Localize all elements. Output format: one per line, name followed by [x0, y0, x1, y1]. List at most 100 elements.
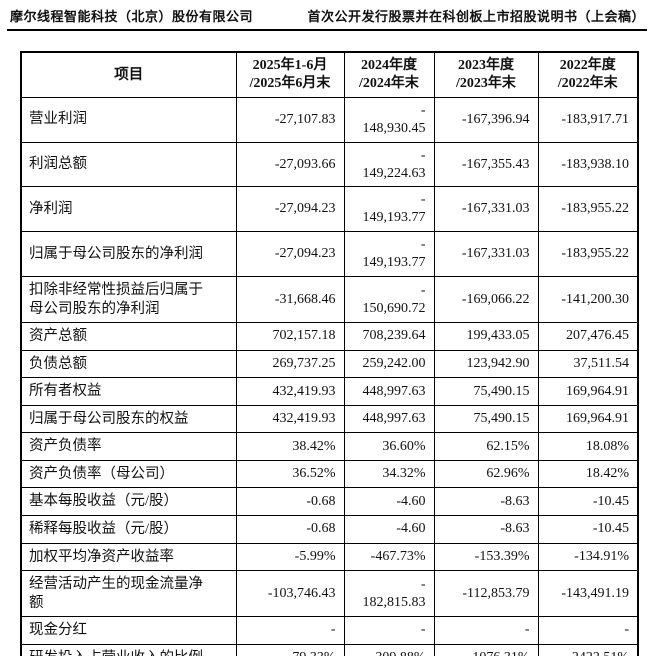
- table-row: 扣除非经常性损益后归属于 母公司股东的净利润 -31,668.46- 150,69…: [20, 276, 639, 324]
- row-label: 现金分红: [20, 616, 237, 645]
- cell-value: -8.63: [433, 487, 539, 516]
- cell-value: -103,746.43: [235, 570, 345, 618]
- cell-value: -112,853.79: [433, 570, 539, 618]
- row-label: 基本每股收益（元/股）: [20, 487, 237, 516]
- cell-value: -10.45: [537, 514, 639, 544]
- cell-value: 207,476.45: [537, 322, 639, 351]
- cell-value: -: [343, 616, 435, 645]
- table-row: 净利润 -27,094.23- 149,193.77 -167,331.03 -183…: [20, 186, 639, 233]
- cell-value: 432,419.93: [235, 377, 345, 406]
- cell-value: 259,242.00: [343, 349, 435, 379]
- cell-value: -183,917.71: [537, 96, 639, 143]
- header-cell-item: 项目: [20, 51, 237, 98]
- cell-value: 2422.51%: [537, 643, 639, 656]
- cell-value: 123,942.90: [433, 349, 539, 379]
- cell-value: 79.33%: [235, 643, 345, 656]
- row-label: 资产总额: [20, 322, 237, 351]
- cell-value: - 148,930.45: [343, 96, 435, 143]
- table-row: 资产总额 702,157.18 708,239.64 199,433.05 207,47…: [20, 322, 639, 351]
- cell-value: -4.60: [343, 514, 435, 544]
- cell-value: -153.39%: [433, 542, 539, 572]
- cell-value: 62.96%: [433, 459, 539, 489]
- row-label: 资产负债率: [20, 432, 237, 461]
- cell-value: 38.42%: [235, 432, 345, 461]
- table-row: 营业利润 -27,107.83- 148,930.45 -167,396.94 -18…: [20, 96, 639, 143]
- cell-value: -0.68: [235, 514, 345, 544]
- cell-value: -167,396.94: [433, 96, 539, 143]
- cell-value: 309.88%: [343, 643, 435, 656]
- cell-value: 269,737.25: [235, 349, 345, 379]
- cell-value: -183,955.22: [537, 186, 639, 233]
- cell-value: - 149,193.77: [343, 186, 435, 233]
- cell-value: -31,668.46: [235, 276, 345, 324]
- row-label: 归属于母公司股东的权益: [20, 404, 237, 434]
- cell-value: -167,331.03: [433, 231, 539, 278]
- cell-value: - 149,224.63: [343, 141, 435, 188]
- cell-value: 18.08%: [537, 432, 639, 461]
- row-label: 利润总额: [20, 141, 237, 188]
- cell-value: -8.63: [433, 514, 539, 544]
- cell-value: 432,419.93: [235, 404, 345, 434]
- cell-value: -27,094.23: [235, 186, 345, 233]
- cell-value: 37,511.54: [537, 349, 639, 379]
- cell-value: 169,964.91: [537, 404, 639, 434]
- company-name: 摩尔线程智能科技（北京）股份有限公司: [10, 9, 254, 24]
- cell-value: 62.15%: [433, 432, 539, 461]
- cell-value: -183,938.10: [537, 141, 639, 188]
- row-label: 加权平均净资产收益率: [20, 542, 237, 572]
- header-cell-period: 2022年度 /2022年末: [537, 51, 639, 98]
- table-row: 资产负债率（母公司） 36.52% 34.32% 62.96% 18.42%: [20, 459, 639, 489]
- cell-value: -: [433, 616, 539, 645]
- table-row: 负债总额 269,737.25 259,242.00 123,942.90 37,511…: [20, 349, 639, 379]
- cell-value: - 149,193.77: [343, 231, 435, 278]
- cell-value: -27,094.23: [235, 231, 345, 278]
- cell-value: -5.99%: [235, 542, 345, 572]
- cell-value: 34.32%: [343, 459, 435, 489]
- cell-value: 36.60%: [343, 432, 435, 461]
- table-row: 加权平均净资产收益率 -5.99% -467.73% -153.39% -134.91%: [20, 542, 639, 572]
- financial-summary-table: 项目 2025年1-6月 /2025年6月末 2024年度 /2024年末 2023年…: [20, 51, 639, 656]
- row-label: 负债总额: [20, 349, 237, 379]
- cell-value: -167,355.43: [433, 141, 539, 188]
- cell-value: 448,997.63: [343, 404, 435, 434]
- cell-value: 1076.31%: [433, 643, 539, 656]
- cell-value: 199,433.05: [433, 322, 539, 351]
- row-label: 扣除非经常性损益后归属于 母公司股东的净利润: [20, 276, 237, 324]
- cell-value: -27,107.83: [235, 96, 345, 143]
- row-label: 归属于母公司股东的净利润: [20, 231, 237, 278]
- row-label: 净利润: [20, 186, 237, 233]
- cell-value: 18.42%: [537, 459, 639, 489]
- row-label: 经营活动产生的现金流量净 额: [20, 570, 237, 618]
- table-body: 营业利润 -27,107.83- 148,930.45 -167,396.94 -18…: [20, 96, 639, 656]
- table-row: 归属于母公司股东的净利润 -27,094.23- 149,193.77 -167,3…: [20, 231, 639, 278]
- header-cell-period: 2025年1-6月 /2025年6月末: [235, 51, 345, 98]
- cell-value: 702,157.18: [235, 322, 345, 351]
- cell-value: - 182,815.83: [343, 570, 435, 618]
- table-row: 利润总额 -27,093.66- 149,224.63 -167,355.43 -18…: [20, 141, 639, 188]
- cell-value: -183,955.22: [537, 231, 639, 278]
- header-cell-period: 2023年度 /2023年末: [433, 51, 539, 98]
- table-row: 资产负债率 38.42% 36.60% 62.15% 18.08%: [20, 432, 639, 461]
- cell-value: 75,490.15: [433, 404, 539, 434]
- cell-value: -10.45: [537, 487, 639, 516]
- row-label: 资产负债率（母公司）: [20, 459, 237, 489]
- cell-value: -: [235, 616, 345, 645]
- cell-value: 708,239.64: [343, 322, 435, 351]
- cell-value: -4.60: [343, 487, 435, 516]
- cell-value: 75,490.15: [433, 377, 539, 406]
- cell-value: -134.91%: [537, 542, 639, 572]
- cell-value: 448,997.63: [343, 377, 435, 406]
- row-label: 所有者权益: [20, 377, 237, 406]
- table-row: 所有者权益 432,419.93 448,997.63 75,490.15 169,96…: [20, 377, 639, 406]
- cell-value: -0.68: [235, 487, 345, 516]
- cell-value: -167,331.03: [433, 186, 539, 233]
- cell-value: 169,964.91: [537, 377, 639, 406]
- cell-value: -27,093.66: [235, 141, 345, 188]
- cell-value: -169,066.22: [433, 276, 539, 324]
- document-running-header: 摩尔线程智能科技（北京）股份有限公司 首次公开发行股票并在科创板上市招股说明书（…: [7, 0, 647, 31]
- row-label: 营业利润: [20, 96, 237, 143]
- cell-value: - 150,690.72: [343, 276, 435, 324]
- prospectus-title: 首次公开发行股票并在科创板上市招股说明书（上会稿）: [307, 9, 645, 24]
- table-row: 基本每股收益（元/股） -0.68 -4.60 -8.63 -10.45: [20, 487, 639, 516]
